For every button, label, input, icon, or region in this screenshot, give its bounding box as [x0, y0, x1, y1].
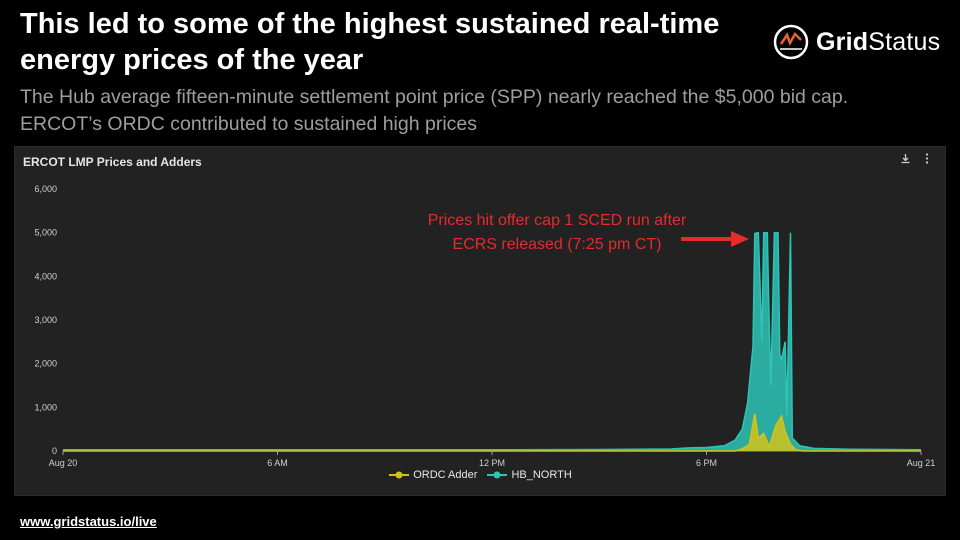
y-tick-label: 5,000	[34, 228, 57, 238]
slide-subtitle: The Hub average fifteen-minute settlemen…	[20, 86, 849, 135]
hb-north-legend-swatch	[487, 471, 508, 479]
logo-text: GridStatus	[816, 27, 941, 56]
chart-svg: 6,000 5,000 4,000 3,000 2,000 1,000 0 Aug 20 6 A…	[34, 184, 936, 468]
chart-title: ERCOT LMP Prices and Adders	[23, 155, 202, 169]
x-tick-label: 6 PM	[696, 458, 717, 468]
grid-status-logo: GridStatus	[772, 22, 940, 62]
legend-item-ordc[interactable]: ORDC Adder	[388, 469, 477, 481]
series-line-hb-north	[63, 231, 922, 451]
y-tick-label: 3,000	[34, 315, 57, 325]
grid-status-logo-icon	[773, 24, 809, 60]
y-tick-label: 2,000	[34, 359, 57, 369]
download-icon[interactable]	[900, 153, 911, 167]
x-tick-label: 6 AM	[267, 458, 288, 468]
price-cap-annotation: Prices hit offer cap 1 SCED run after EC…	[427, 212, 687, 253]
y-tick-label: 0	[52, 446, 57, 456]
legend-item-hb-north[interactable]: HB_NORTH	[486, 469, 572, 481]
y-tick-label: 6,000	[34, 184, 57, 194]
ordc-legend-swatch	[389, 471, 410, 479]
chart-panel: 6,000 5,000 4,000 3,000 2,000 1,000 0 Aug 20 6 A…	[14, 146, 946, 496]
y-tick-label: 1,000	[34, 402, 57, 412]
y-tick-label: 4,000	[34, 271, 57, 281]
chart-legend: ORDC Adder HB_NORTH	[15, 469, 945, 483]
x-tick-label: Aug 20	[49, 458, 78, 468]
footer-link[interactable]: www.gridstatus.io/live	[20, 514, 157, 529]
annotation-arrow-head	[731, 231, 749, 247]
more-vertical-icon[interactable]	[925, 153, 929, 167]
x-tick-label: Aug 21	[907, 458, 936, 468]
legend-label-hb-north: HB_NORTH	[511, 469, 572, 481]
series-line-ordc-adder	[63, 413, 921, 452]
legend-label-ordc: ORDC Adder	[413, 469, 478, 481]
slide-title: This led to some of the highest sustaine…	[20, 8, 720, 76]
x-tick-label: 12 PM	[479, 458, 505, 468]
